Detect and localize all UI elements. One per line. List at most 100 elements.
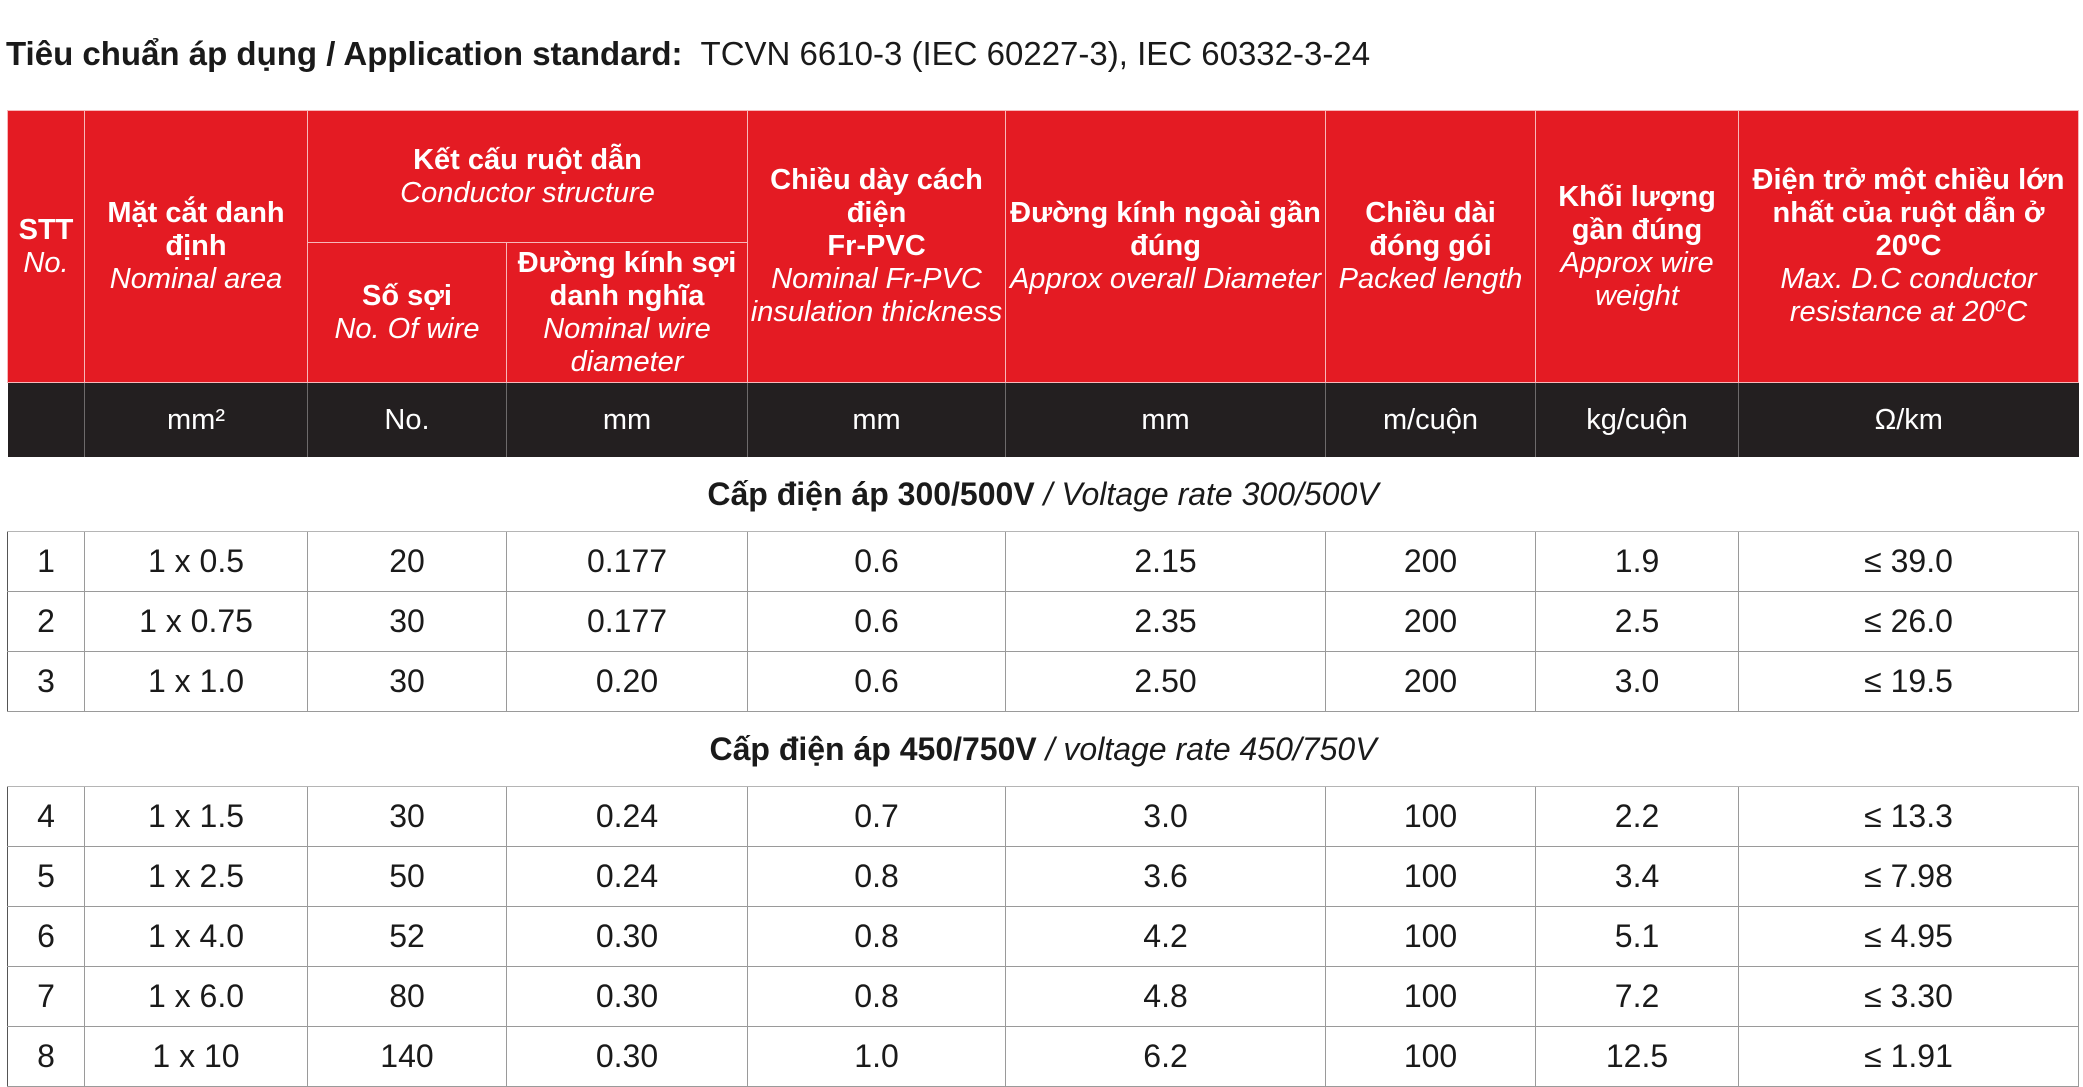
table-row: 6 1 x 4.0 52 0.30 0.8 4.2 100 5.1 ≤ 4.95 bbox=[7, 906, 2080, 967]
cell-overall-diameter: 4.8 bbox=[1005, 966, 1327, 1027]
cell-length: 100 bbox=[1325, 786, 1537, 847]
unit-cell: mm bbox=[505, 382, 748, 457]
cell-length: 100 bbox=[1325, 846, 1537, 907]
cell-wires: 52 bbox=[307, 906, 507, 967]
cell-length: 200 bbox=[1325, 651, 1537, 712]
cell-overall-diameter: 2.35 bbox=[1005, 591, 1327, 652]
cell-wires: 30 bbox=[307, 591, 507, 652]
cell-resistance: ≤ 13.3 bbox=[1738, 786, 2080, 847]
cell-length: 100 bbox=[1325, 906, 1537, 967]
cell-resistance: ≤ 26.0 bbox=[1738, 591, 2080, 652]
header-number-of-wires: Số sợi No. Of wire bbox=[307, 242, 507, 383]
cell-length: 200 bbox=[1325, 531, 1537, 592]
cell-overall-diameter: 2.50 bbox=[1005, 651, 1327, 712]
cell-wire-diameter: 0.24 bbox=[505, 846, 749, 907]
section-title: Cấp điện áp 450/750V / voltage rate 450/… bbox=[7, 711, 2079, 787]
table-row: 8 1 x 10 140 0.30 1.0 6.2 100 12.5 ≤ 1.9… bbox=[7, 1026, 2080, 1087]
cell-wire-diameter: 0.177 bbox=[505, 531, 749, 592]
table-row: 1 1 x 0.5 20 0.177 0.6 2.15 200 1.9 ≤ 39… bbox=[7, 531, 2080, 592]
cell-weight: 1.9 bbox=[1535, 531, 1740, 592]
cell-wires: 20 bbox=[307, 531, 507, 592]
cell-wires: 140 bbox=[307, 1026, 507, 1087]
unit-cell: kg/cuộn bbox=[1535, 382, 1739, 457]
cell-wire-diameter: 0.20 bbox=[505, 651, 749, 712]
cell-area: 1 x 2.5 bbox=[84, 846, 308, 907]
table-row: 5 1 x 2.5 50 0.24 0.8 3.6 100 3.4 ≤ 7.98 bbox=[7, 846, 2080, 907]
cell-insulation: 0.8 bbox=[747, 966, 1007, 1027]
cell-area: 1 x 1.0 bbox=[84, 651, 308, 712]
cell-insulation: 0.7 bbox=[747, 786, 1007, 847]
cell-overall-diameter: 2.15 bbox=[1005, 531, 1327, 592]
cell-resistance: ≤ 4.95 bbox=[1738, 906, 2080, 967]
cell-wire-diameter: 0.24 bbox=[505, 786, 749, 847]
cell-stt: 2 bbox=[7, 591, 85, 652]
cell-wire-diameter: 0.30 bbox=[505, 1026, 749, 1087]
cell-stt: 6 bbox=[7, 906, 85, 967]
cable-spec-table: STT No. Mặt cắt danh định Nominal area Kết… bbox=[7, 110, 2080, 1087]
cell-wire-diameter: 0.30 bbox=[505, 906, 749, 967]
table-row: 2 1 x 0.75 30 0.177 0.6 2.35 200 2.5 ≤ 2… bbox=[7, 591, 2080, 652]
unit-cell: Ω/km bbox=[1738, 382, 2079, 457]
cell-weight: 7.2 bbox=[1535, 966, 1740, 1027]
units-row: mm² No. mm mm mm m/cuộn kg/cuộn Ω/km bbox=[7, 382, 2079, 457]
cell-resistance: ≤ 7.98 bbox=[1738, 846, 2080, 907]
section-header-row: Cấp điện áp 450/750V / voltage rate 450/… bbox=[7, 711, 2079, 787]
header-dc-resistance: Điện trở một chiều lớn nhất của ruột dẫn… bbox=[1738, 110, 2080, 383]
cell-overall-diameter: 3.6 bbox=[1005, 846, 1327, 907]
header-conductor-structure: Kết cấu ruột dẫn Conductor structure bbox=[306, 110, 749, 243]
header-stt: STT No. bbox=[7, 110, 85, 383]
cell-length: 200 bbox=[1325, 591, 1537, 652]
cell-insulation: 0.6 bbox=[747, 531, 1007, 592]
application-standard: Tiêu chuẩn áp dụng / Application standar… bbox=[6, 32, 1370, 76]
unit-cell: m/cuộn bbox=[1325, 382, 1536, 457]
cell-resistance: ≤ 1.91 bbox=[1738, 1026, 2080, 1087]
cell-wire-diameter: 0.30 bbox=[505, 966, 749, 1027]
cell-stt: 8 bbox=[7, 1026, 85, 1087]
cell-area: 1 x 0.75 bbox=[84, 591, 308, 652]
cell-area: 1 x 4.0 bbox=[84, 906, 308, 967]
cell-weight: 2.5 bbox=[1535, 591, 1740, 652]
cell-resistance: ≤ 19.5 bbox=[1738, 651, 2080, 712]
standard-value: TCVN 6610-3 (IEC 60227-3), IEC 60332-3-2… bbox=[700, 35, 1371, 72]
cell-insulation: 0.6 bbox=[747, 651, 1007, 712]
header-packed-length: Chiều dài đóng gói Packed length bbox=[1325, 110, 1537, 383]
cell-insulation: 0.8 bbox=[747, 846, 1007, 907]
cell-overall-diameter: 4.2 bbox=[1005, 906, 1327, 967]
cell-stt: 3 bbox=[7, 651, 85, 712]
cell-area: 1 x 10 bbox=[84, 1026, 308, 1087]
cell-weight: 5.1 bbox=[1535, 906, 1740, 967]
cell-resistance: ≤ 3.30 bbox=[1738, 966, 2080, 1027]
cell-overall-diameter: 6.2 bbox=[1005, 1026, 1327, 1087]
cell-wires: 30 bbox=[307, 786, 507, 847]
section-title: Cấp điện áp 300/500V / Voltage rate 300/… bbox=[7, 457, 2079, 532]
cell-stt: 4 bbox=[7, 786, 85, 847]
cell-length: 100 bbox=[1325, 966, 1537, 1027]
cell-insulation: 1.0 bbox=[747, 1026, 1007, 1087]
unit-cell bbox=[7, 382, 85, 457]
header-nominal-area: Mặt cắt danh định Nominal area bbox=[84, 110, 308, 383]
cell-weight: 2.2 bbox=[1535, 786, 1740, 847]
unit-cell: mm² bbox=[84, 382, 308, 457]
unit-cell: mm bbox=[1005, 382, 1326, 457]
cell-weight: 12.5 bbox=[1535, 1026, 1740, 1087]
cell-wires: 80 bbox=[307, 966, 507, 1027]
standard-separator: / bbox=[317, 35, 344, 72]
table-row: 3 1 x 1.0 30 0.20 0.6 2.50 200 3.0 ≤ 19.… bbox=[7, 651, 2080, 712]
table-row: 7 1 x 6.0 80 0.30 0.8 4.8 100 7.2 ≤ 3.30 bbox=[7, 966, 2080, 1027]
standard-label-en: Application standard: bbox=[343, 35, 683, 72]
unit-cell: mm bbox=[747, 382, 1006, 457]
cell-overall-diameter: 3.0 bbox=[1005, 786, 1327, 847]
cell-area: 1 x 6.0 bbox=[84, 966, 308, 1027]
table-row: 4 1 x 1.5 30 0.24 0.7 3.0 100 2.2 ≤ 13.3 bbox=[7, 786, 2080, 847]
section-header-row: Cấp điện áp 300/500V / Voltage rate 300/… bbox=[7, 457, 2079, 532]
header-overall-diameter: Đường kính ngoài gần đúng Approx overall … bbox=[1005, 110, 1327, 383]
cell-weight: 3.0 bbox=[1535, 651, 1740, 712]
cell-wires: 50 bbox=[307, 846, 507, 907]
unit-cell: No. bbox=[307, 382, 507, 457]
header-wire-weight: Khối lượng gần đúng Approx wire weight bbox=[1535, 110, 1740, 383]
cell-stt: 5 bbox=[7, 846, 85, 907]
cell-insulation: 0.6 bbox=[747, 591, 1007, 652]
standard-label-vi: Tiêu chuẩn áp dụng bbox=[6, 35, 318, 72]
header-insulation-thickness: Chiều dày cách điện Fr-PVC Nominal Fr-PVC … bbox=[747, 110, 1007, 383]
cell-stt: 7 bbox=[7, 966, 85, 1027]
